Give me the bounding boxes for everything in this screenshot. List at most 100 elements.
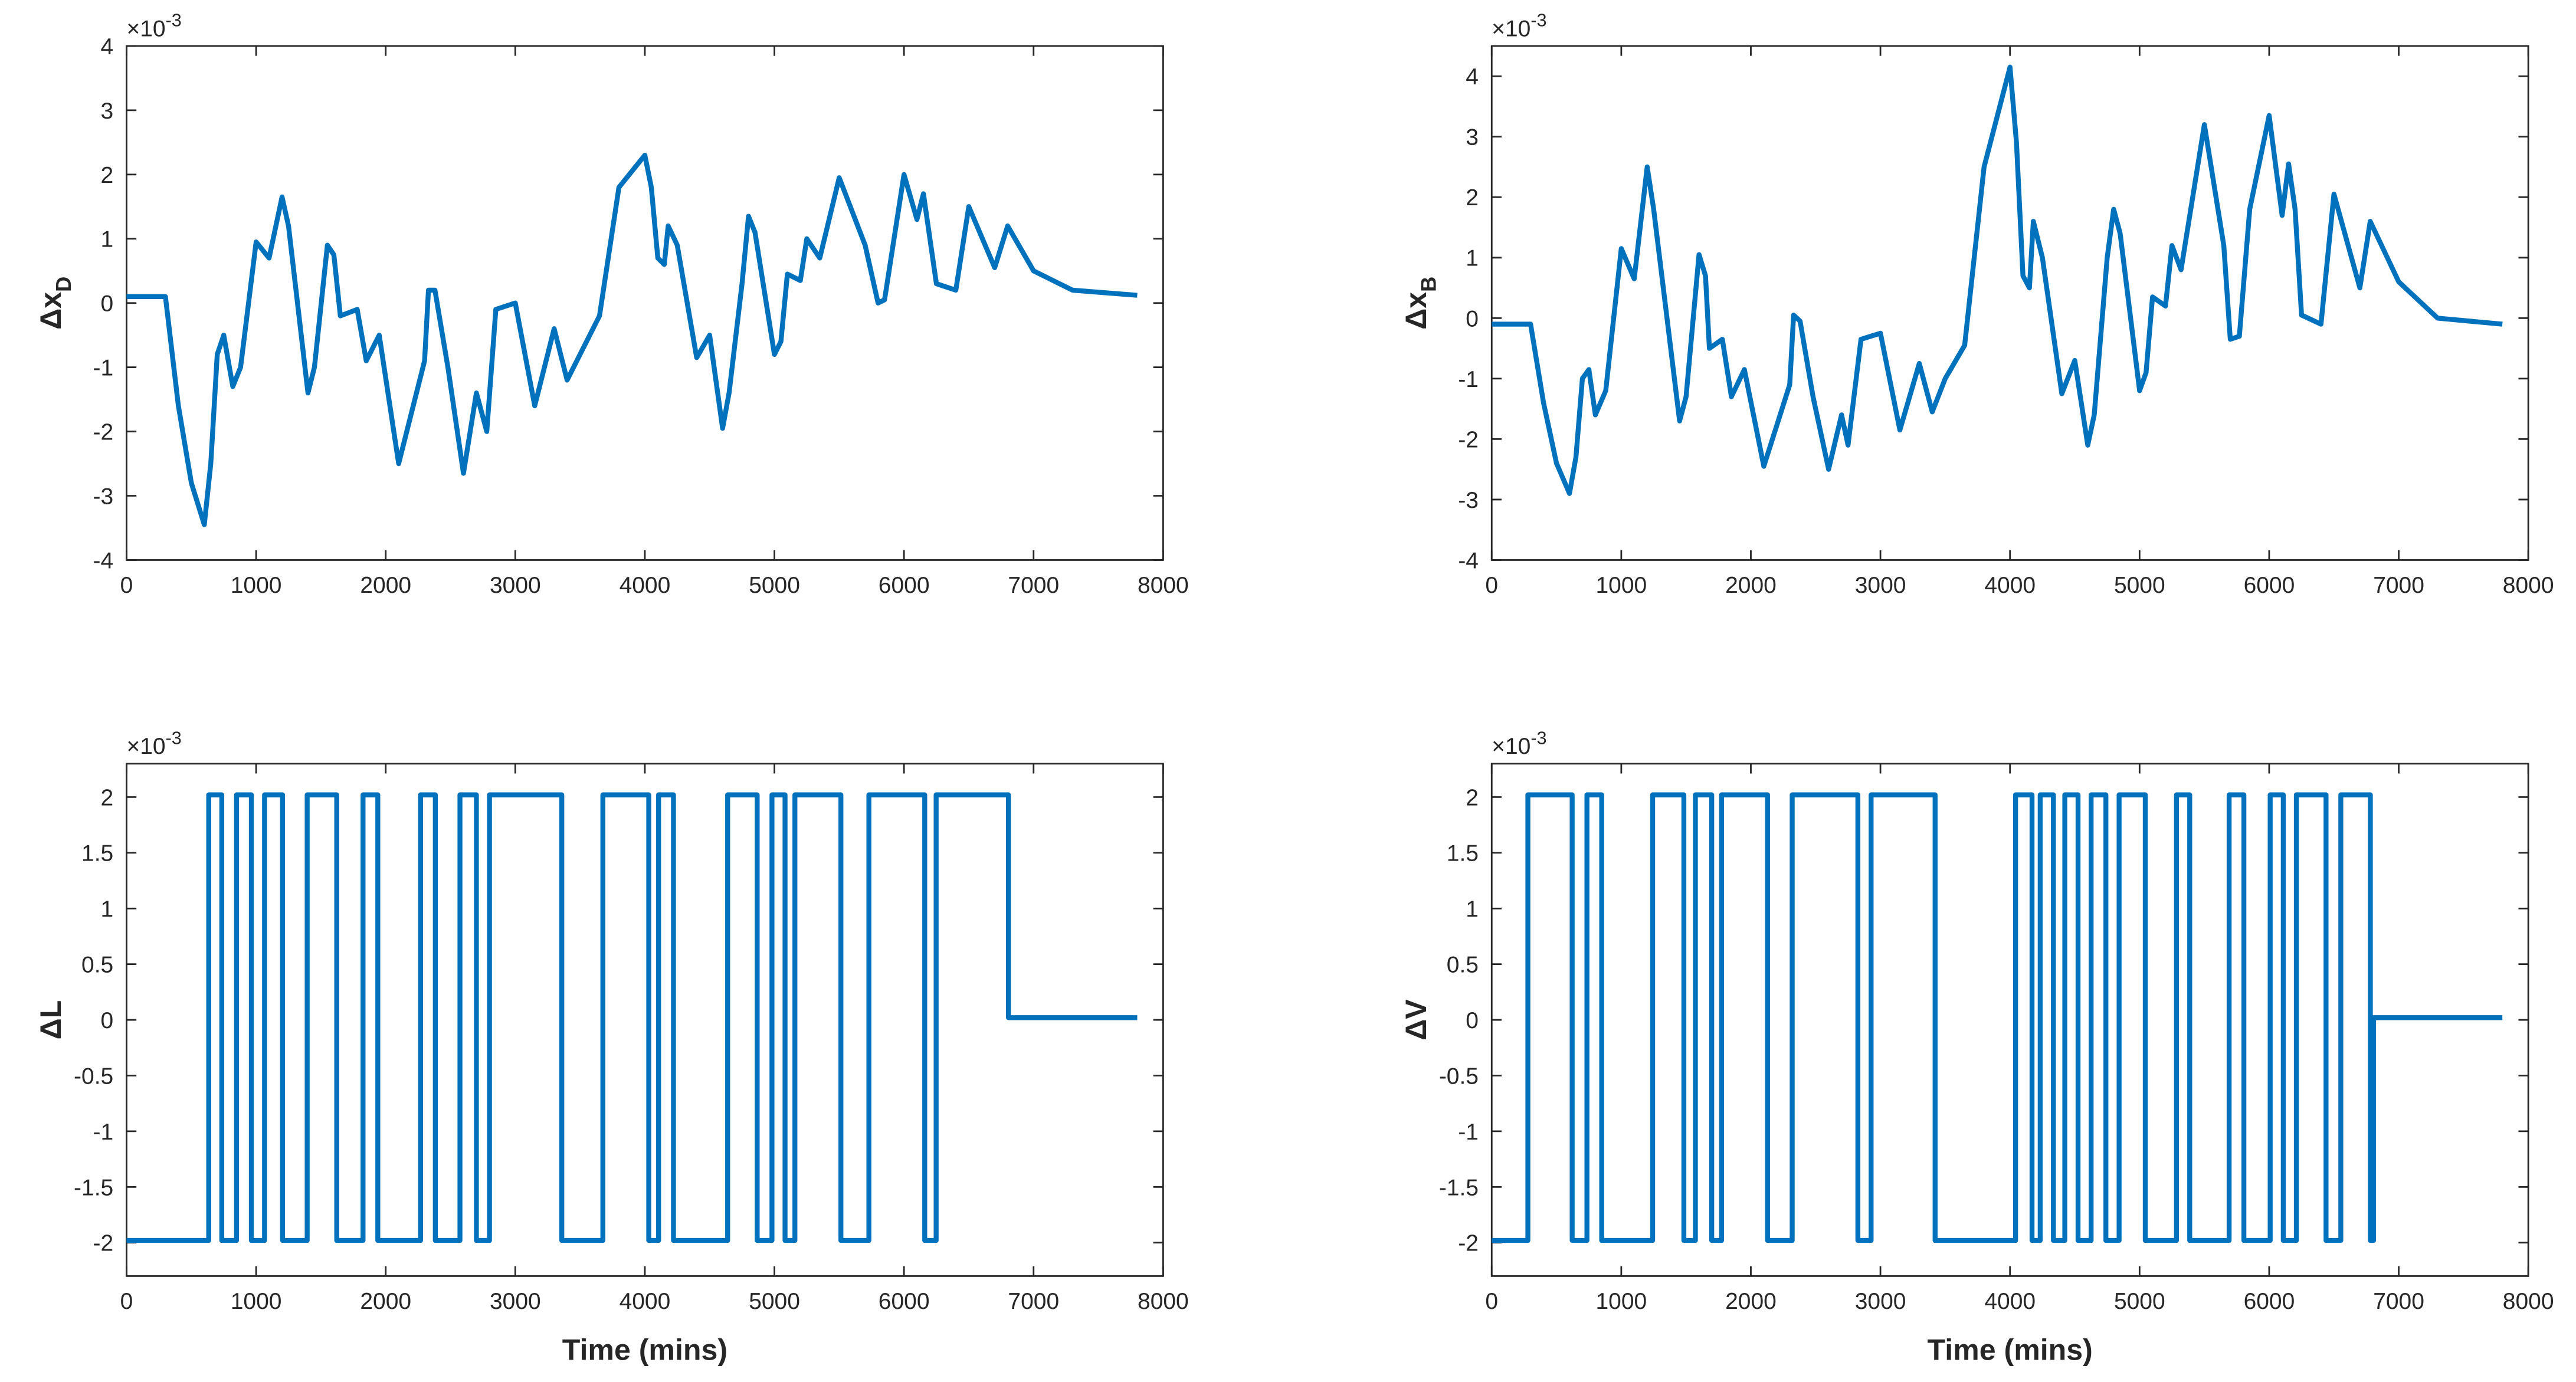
y-tick-label: -2 (1458, 1231, 1479, 1256)
y-tick-label: -4 (93, 548, 114, 573)
subplot: 0 1000 2000 3000 4000 5000 6000 7000 8000 -4 -3 -2 -… (34, 11, 1189, 599)
y-tick-label: 1.5 (81, 841, 113, 866)
y-tick-label: -1 (93, 1120, 114, 1145)
x-tick-label: 8000 (1138, 1289, 1189, 1314)
y-tick-label: -2 (93, 420, 114, 445)
y-tick-label: -3 (93, 484, 114, 509)
y-label-main: Δx (1400, 292, 1433, 330)
x-tick-label: 0 (120, 1289, 133, 1314)
x-tick-label: 3000 (490, 573, 541, 598)
y-tick-label: -1 (93, 356, 114, 381)
y-tick-label: 2 (1466, 785, 1479, 810)
x-tick-label: 6000 (2244, 573, 2295, 598)
x-tick-label: 2000 (360, 1289, 411, 1314)
x-tick-label: 5000 (749, 1289, 800, 1314)
plot-area (126, 45, 1164, 561)
y-tick-label: 2 (101, 785, 114, 810)
x-tick-label: 4000 (1984, 1289, 2036, 1314)
multiplier-base: ×10 (126, 734, 165, 759)
data-line (1492, 64, 2503, 496)
y-tick-label: 0.5 (81, 953, 113, 978)
y-tick-label: 0 (101, 1008, 114, 1033)
axis-multiplier: ×10-3 (126, 728, 181, 759)
x-tick-label: 7000 (2373, 1289, 2424, 1314)
multiplier-exponent: -3 (1530, 728, 1546, 748)
y-axis-label: ΔL (34, 1000, 67, 1040)
x-tick-label: 6000 (879, 1289, 930, 1314)
x-tick-label: 1000 (231, 573, 282, 598)
axis-multiplier: ×10-3 (1492, 11, 1546, 42)
y-tick-label: -3 (1458, 488, 1479, 513)
y-tick-label: -2 (93, 1231, 114, 1256)
multiplier-exponent: -3 (166, 728, 182, 748)
y-tick-label: -1.5 (74, 1175, 113, 1200)
y-label-main: ΔL (34, 1000, 67, 1040)
x-tick-label: 3000 (490, 1289, 541, 1314)
x-tick-label: 4000 (1984, 573, 2036, 598)
subplot: 0 1000 2000 3000 4000 5000 6000 7000 8000 -2 -1.5 -… (1400, 728, 2554, 1366)
axis-multiplier: ×10-3 (1492, 728, 1546, 759)
x-axis-label: Time (mins) (1928, 1333, 2093, 1366)
x-tick-label: 2000 (360, 573, 411, 598)
plot-area (1490, 45, 2529, 561)
y-tick-label: 0.5 (1447, 953, 1479, 978)
x-tick-label: 1000 (1596, 1289, 1647, 1314)
y-tick-label: 1.5 (1447, 841, 1479, 866)
y-tick-label: 4 (1466, 64, 1479, 90)
x-tick-label: 2000 (1725, 573, 1777, 598)
x-tick-label: 7000 (1008, 573, 1059, 598)
x-tick-label: 6000 (2244, 1289, 2295, 1314)
x-tick-label: 0 (1485, 1289, 1498, 1314)
y-tick-label: 4 (101, 34, 114, 60)
multiplier-exponent: -3 (1530, 11, 1546, 31)
data-line (126, 152, 1138, 527)
y-label-sub: B (1417, 277, 1441, 292)
subplot: 0 1000 2000 3000 4000 5000 6000 7000 8000 -4 -3 -2 -… (1400, 11, 2554, 599)
x-tick-label: 5000 (749, 573, 800, 598)
y-tick-label: 3 (101, 99, 114, 124)
x-axis-label: Time (mins) (562, 1333, 727, 1366)
y-tick-label: 2 (1466, 185, 1479, 211)
y-tick-label: -0.5 (74, 1063, 113, 1089)
x-tick-label: 8000 (1138, 573, 1189, 598)
x-tick-label: 5000 (2114, 573, 2165, 598)
y-tick-label: 3 (1466, 125, 1479, 150)
y-axis-label: ΔxD (34, 277, 76, 330)
multiplier-base: ×10 (126, 16, 165, 41)
y-tick-label: 1 (1466, 246, 1479, 271)
x-tick-label: 6000 (879, 573, 930, 598)
y-label-main: Δx (34, 292, 67, 330)
y-label-main: ΔV (1400, 999, 1433, 1040)
y-tick-label: 0 (101, 291, 114, 317)
y-tick-label: 1 (101, 227, 114, 252)
y-axis-label: ΔxB (1400, 277, 1441, 330)
x-tick-label: 7000 (1008, 1289, 1059, 1314)
multiplier-base: ×10 (1492, 16, 1530, 41)
x-tick-label: 2000 (1725, 1289, 1777, 1314)
axis-multiplier: ×10-3 (126, 11, 181, 42)
y-tick-label: -4 (1458, 548, 1479, 573)
x-tick-label: 0 (1485, 573, 1498, 598)
y-tick-label: 2 (101, 163, 114, 188)
y-tick-label: -0.5 (1439, 1063, 1479, 1089)
x-tick-label: 7000 (2373, 573, 2424, 598)
plot-area (126, 763, 1164, 1277)
x-tick-label: 3000 (1855, 573, 1906, 598)
y-tick-label: -1 (1458, 367, 1479, 392)
y-tick-label: 1 (1466, 897, 1479, 922)
y-tick-label: -1 (1458, 1120, 1479, 1145)
x-tick-label: 0 (120, 573, 133, 598)
x-tick-label: 8000 (2503, 573, 2554, 598)
x-tick-label: 1000 (1596, 573, 1647, 598)
multiplier-exponent: -3 (166, 11, 182, 31)
data-line (126, 792, 1138, 1243)
y-tick-label: 0 (1466, 306, 1479, 331)
y-tick-label: 1 (101, 897, 114, 922)
y-tick-label: -1.5 (1439, 1175, 1479, 1200)
y-label-sub: D (51, 277, 76, 292)
x-tick-label: 1000 (231, 1289, 282, 1314)
x-tick-label: 4000 (620, 573, 671, 598)
x-tick-label: 5000 (2114, 1289, 2165, 1314)
